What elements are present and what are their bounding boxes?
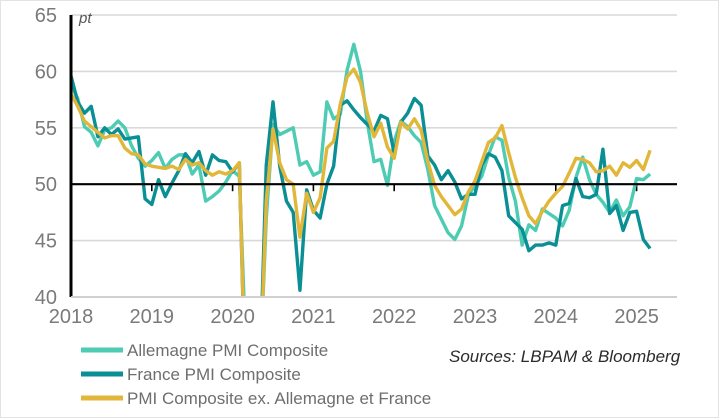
- sources-note: Sources: LBPAM & Bloomberg: [449, 347, 681, 366]
- y-tick-label: 40: [35, 287, 57, 309]
- y-tick-label: 50: [35, 174, 57, 196]
- series-line: [71, 75, 652, 297]
- x-tick-label: 2020: [210, 306, 255, 328]
- x-tick-label: 2019: [130, 306, 175, 328]
- x-tick-label: 2024: [534, 306, 579, 328]
- legend-label: France PMI Composite: [127, 365, 301, 384]
- series-line: [71, 42, 652, 297]
- x-tick-label: 2018: [49, 306, 94, 328]
- y-tick-label: 55: [35, 118, 57, 140]
- y-axis-unit-label: pt: [78, 10, 92, 27]
- y-axis-tick-labels: 40 45 50 55 60 65: [35, 5, 57, 309]
- legend-label: Allemagne PMI Composite: [127, 341, 328, 360]
- y-tick-label: 65: [35, 5, 57, 27]
- legend-label: PMI Composite ex. Allemagne et France: [127, 389, 431, 408]
- series-line: [71, 67, 652, 297]
- y-tick-label: 45: [35, 231, 57, 253]
- x-tick-label: 2022: [372, 306, 417, 328]
- x-axis-tick-labels: 2018 2019 2020 2021 2022 2023 2024 2025: [49, 306, 659, 328]
- x-tick-label: 2025: [614, 306, 659, 328]
- x-tick-label: 2021: [291, 306, 336, 328]
- y-tick-label: 60: [35, 61, 57, 83]
- series-layer: [71, 42, 652, 297]
- legend: Allemagne PMI Composite France PMI Compos…: [81, 341, 431, 408]
- x-tick-label: 2023: [453, 306, 498, 328]
